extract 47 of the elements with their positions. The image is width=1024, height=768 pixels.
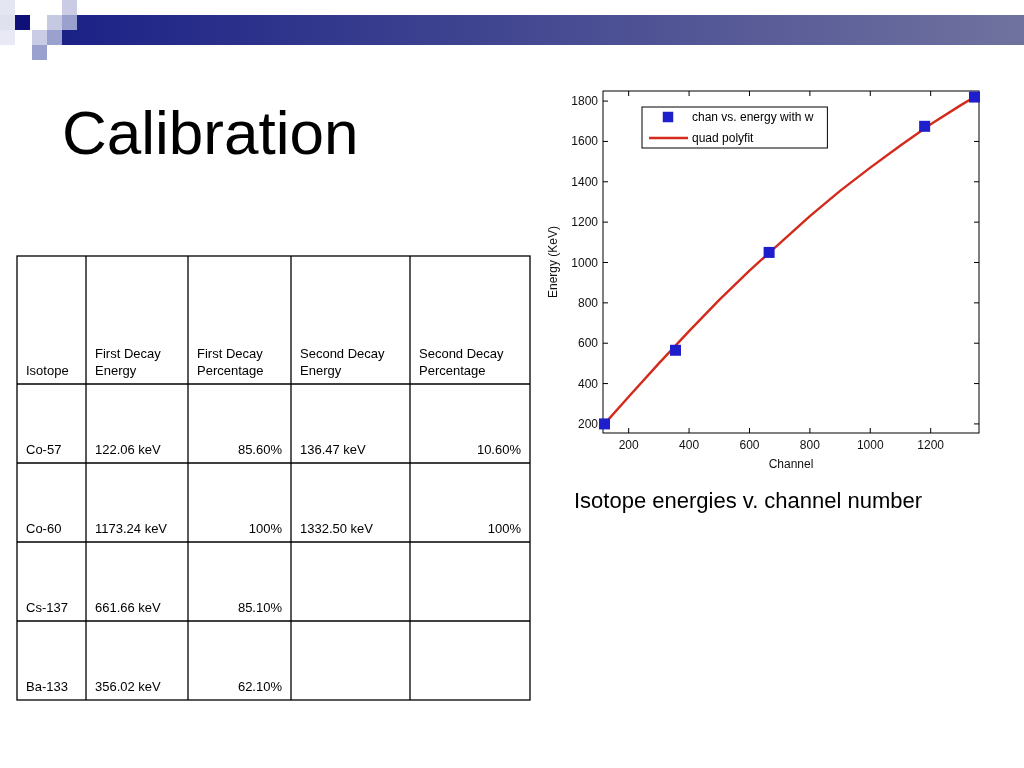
y-tick-label: 1600	[571, 134, 599, 149]
y-tick-label: 1800	[571, 94, 599, 109]
text: 661.66 keV	[95, 600, 161, 615]
text: 136.47 keV	[300, 442, 366, 457]
text: 100%	[487, 521, 521, 536]
legend-label: chan vs. energy with w	[692, 110, 814, 124]
text: Cs-137	[26, 600, 68, 615]
text: 356.02 keV	[95, 679, 161, 694]
text: 1332.50 keV	[300, 521, 374, 536]
category-label: Isotope	[26, 363, 69, 378]
text: Isotope energies v. channel number	[574, 488, 923, 513]
point	[968, 91, 980, 103]
point	[919, 120, 931, 132]
category-label: Second Decay Percentage	[419, 346, 505, 378]
point	[599, 418, 611, 430]
text: Co-57	[26, 442, 62, 457]
text: 85.10%	[237, 600, 282, 615]
text: 10.60%	[476, 442, 521, 457]
text: Ba-133	[26, 679, 68, 694]
y-tick-label: 1000	[571, 255, 599, 270]
y-tick-label: 600	[577, 336, 599, 351]
x-tick-label: 1200	[917, 438, 945, 452]
x-axis-title: Channel	[768, 457, 814, 471]
y-tick-label: 200	[577, 416, 599, 431]
category-label: First Decay Energy	[95, 346, 162, 378]
x-tick-label: 600	[739, 438, 760, 452]
y-axis-title: Energy (KeV)	[546, 225, 560, 299]
y-tick-label: 800	[577, 295, 599, 310]
x-tick-label: 200	[618, 438, 639, 452]
category-label: First Decay Percentage	[197, 346, 264, 378]
point	[669, 344, 681, 356]
y-tick-label: 1200	[571, 215, 599, 230]
text: 1173.24 keV	[95, 521, 168, 536]
text: 62.10%	[237, 679, 282, 694]
category-label: Second Decay Energy	[300, 346, 386, 378]
legend-label: quad polyfit	[692, 131, 755, 145]
y-tick-label: 1400	[571, 174, 599, 189]
text: 122.06 keV	[95, 442, 161, 457]
text: 100%	[248, 521, 282, 536]
x-tick-label: 400	[679, 438, 700, 452]
point	[763, 246, 775, 258]
x-tick-label: 800	[799, 438, 821, 452]
text: 85.60%	[237, 442, 282, 457]
text: Calibration	[62, 98, 359, 167]
y-tick-label: 400	[577, 376, 599, 391]
x-tick-label: 1000	[856, 438, 884, 452]
text: Co-60	[26, 521, 62, 536]
